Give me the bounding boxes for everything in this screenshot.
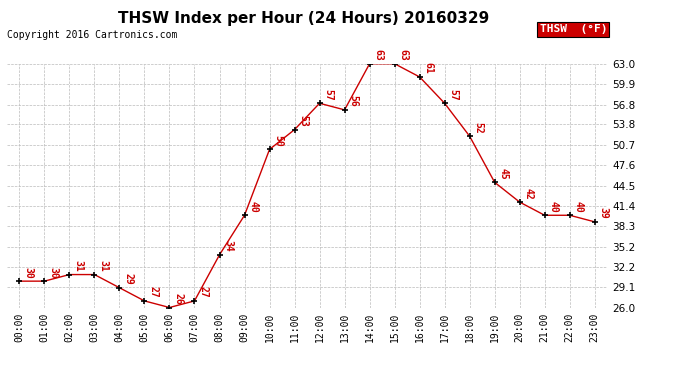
Text: 26: 26 — [174, 293, 184, 305]
Text: 27: 27 — [199, 286, 208, 298]
Text: 53: 53 — [299, 115, 308, 127]
Text: 40: 40 — [574, 201, 584, 213]
Text: Copyright 2016 Cartronics.com: Copyright 2016 Cartronics.com — [7, 30, 177, 40]
Text: 31: 31 — [99, 260, 108, 272]
Text: 40: 40 — [248, 201, 259, 213]
Text: 45: 45 — [499, 168, 509, 180]
Text: 29: 29 — [124, 273, 134, 285]
Text: 61: 61 — [424, 62, 434, 74]
Text: 31: 31 — [74, 260, 83, 272]
Text: 63: 63 — [374, 49, 384, 61]
Text: 34: 34 — [224, 240, 234, 252]
Text: THSW Index per Hour (24 Hours) 20160329: THSW Index per Hour (24 Hours) 20160329 — [118, 11, 489, 26]
Text: 30: 30 — [23, 267, 34, 278]
Text: 40: 40 — [549, 201, 559, 213]
Text: THSW  (°F): THSW (°F) — [540, 24, 607, 34]
Text: 52: 52 — [474, 122, 484, 134]
Text: 56: 56 — [348, 95, 359, 107]
Text: 30: 30 — [48, 267, 59, 278]
Text: 50: 50 — [274, 135, 284, 147]
Text: 27: 27 — [148, 286, 159, 298]
Text: 57: 57 — [324, 89, 334, 101]
Text: 39: 39 — [599, 207, 609, 219]
Text: 57: 57 — [448, 89, 459, 101]
Text: 63: 63 — [399, 49, 408, 61]
Text: 42: 42 — [524, 188, 534, 200]
